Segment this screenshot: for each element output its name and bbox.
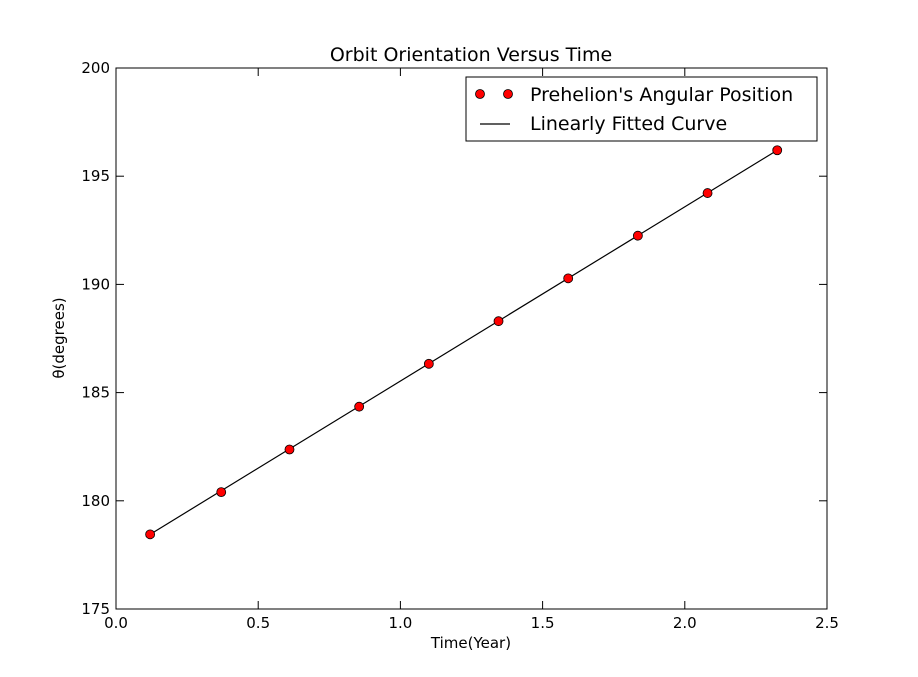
plot-frame — [115, 67, 828, 610]
legend-label-fit: Linearly Fitted Curve — [530, 113, 727, 135]
chart-title: Orbit Orientation Versus Time — [330, 44, 612, 66]
data-point — [632, 230, 643, 241]
fitted-line — [149, 149, 778, 535]
data-point — [145, 529, 156, 540]
y-axis-label: θ(degrees) — [50, 297, 68, 378]
y-tick-label: 175 — [81, 600, 110, 618]
data-point — [772, 145, 783, 156]
x-tick-label: 2.5 — [815, 614, 839, 632]
x-tick-label: 0.0 — [104, 614, 128, 632]
data-point — [423, 358, 434, 369]
plot-marks — [145, 145, 783, 540]
y-tick-label: 190 — [81, 275, 110, 293]
legend-box — [465, 76, 818, 142]
x-tick-label: 2.0 — [673, 614, 697, 632]
data-point — [563, 273, 574, 284]
y-tick-label: 185 — [81, 384, 110, 402]
data-point — [216, 487, 227, 498]
data-point — [354, 401, 365, 412]
legend-marker-left — [475, 89, 485, 99]
x-tick-label: 1.5 — [531, 614, 555, 632]
data-point — [702, 188, 713, 198]
data-point — [493, 316, 504, 327]
x-axis-label: Time(Year) — [430, 634, 511, 652]
legend-marker-right — [503, 89, 513, 99]
x-tick-label: 1.0 — [388, 614, 412, 632]
x-tick-label: 0.5 — [246, 614, 270, 632]
y-tick-label: 195 — [81, 167, 110, 185]
legend-label-points: Prehelion's Angular Position — [530, 84, 793, 106]
legend: Prehelion's Angular Position Linearly Fi… — [465, 76, 818, 142]
data-point — [284, 444, 295, 455]
y-tick-label: 180 — [81, 492, 110, 510]
y-tick-label: 200 — [81, 59, 110, 77]
